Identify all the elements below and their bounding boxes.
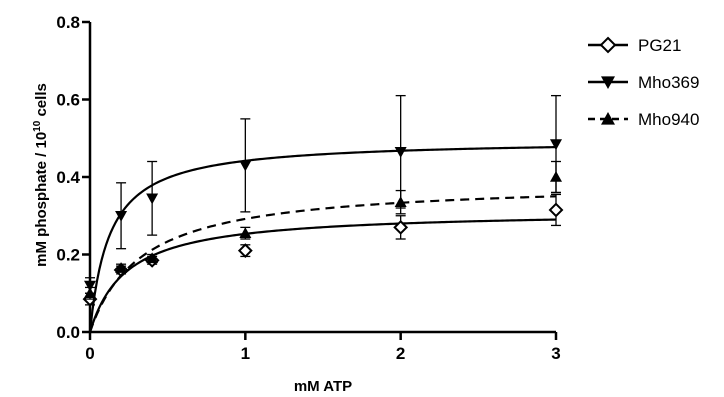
y-axis-title-suffix: cells [33, 83, 50, 116]
legend-marker [599, 36, 617, 54]
y-tick-label: 0.0 [56, 323, 80, 342]
data-point [239, 160, 252, 172]
data-point [394, 147, 407, 158]
legend-item-mho369: Mho369 [588, 73, 699, 92]
data-point [146, 193, 159, 205]
axes: 0.0 0.2 0.4 0.6 0.8 0 1 2 3 [56, 13, 560, 363]
data-point [146, 252, 159, 264]
fit-line [88, 195, 557, 333]
x-tick-label: 0 [85, 344, 94, 363]
y-axis-title-superscript: 10 [32, 120, 43, 132]
y-axis-title: mM phosphate / 1010 cells [32, 83, 50, 267]
x-tick-label: 2 [396, 344, 405, 363]
data-point [550, 139, 562, 151]
y-axis-title-main: mM phosphate / 10 [33, 132, 50, 267]
series-pg21 [82, 193, 564, 333]
series-mho940 [84, 160, 562, 333]
x-axis-title: mM ATP [294, 378, 352, 395]
legend: PG21 Mho369 Mho940 [588, 36, 699, 129]
fit-line [88, 218, 557, 333]
legend-label: PG21 [638, 36, 681, 55]
legend-marker [601, 112, 615, 125]
legend-item-pg21: PG21 [588, 36, 681, 55]
data-point [237, 243, 253, 259]
data-point [115, 262, 128, 273]
x-tick-label: 3 [551, 344, 560, 363]
data-point [550, 171, 562, 182]
y-tick-label: 0.4 [56, 168, 80, 187]
x-tick-label: 1 [241, 344, 250, 363]
y-tick-label: 0.8 [56, 13, 80, 32]
legend-marker [601, 76, 615, 89]
data-point [115, 210, 128, 222]
fit-line [88, 146, 557, 333]
data-point [239, 227, 252, 238]
series-mho369 [84, 94, 562, 333]
data-point [548, 202, 564, 218]
legend-label: Mho940 [638, 110, 699, 129]
plot-area [82, 94, 564, 333]
y-tick-label: 0.6 [56, 91, 80, 110]
y-tick-label: 0.2 [56, 246, 80, 265]
data-point [393, 219, 409, 235]
data-point [394, 196, 407, 207]
data-point [84, 280, 96, 292]
legend-item-mho940: Mho940 [588, 110, 699, 129]
data-point [84, 287, 96, 299]
legend-label: Mho369 [638, 73, 699, 92]
